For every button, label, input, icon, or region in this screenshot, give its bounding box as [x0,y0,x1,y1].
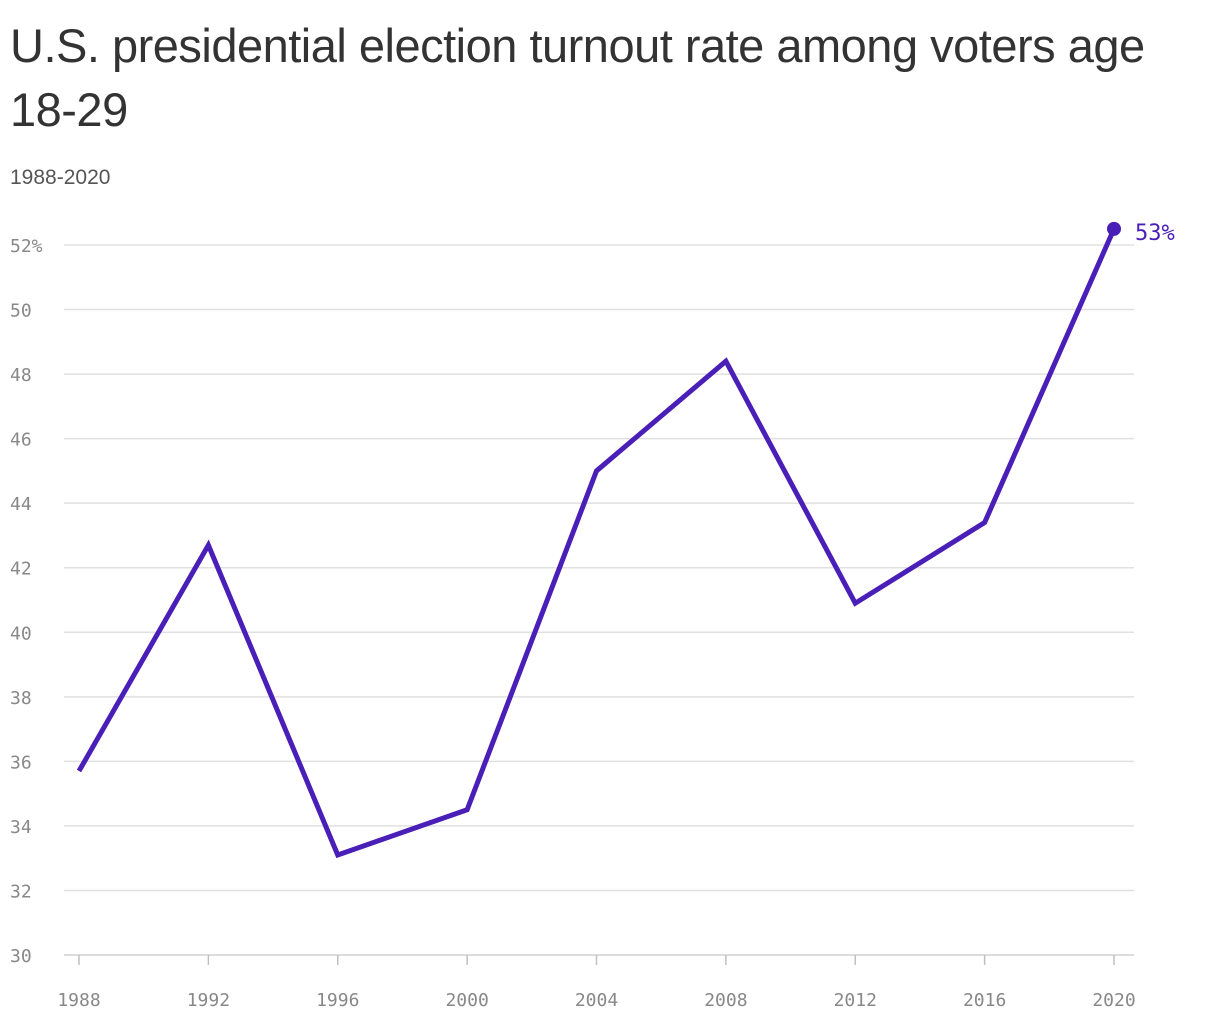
chart-subtitle: 1988-2020 [10,166,111,189]
x-tick-label: 2020 [1092,990,1135,1011]
end-point-marker [1107,221,1121,236]
y-axis: 30 32 34 36 38 40 42 44 46 48 50 52% [10,236,43,967]
y-tick-label: 48 [10,365,32,386]
x-tick-label: 2008 [704,990,747,1011]
grid-layer [64,244,1134,956]
series-layer: 53% [76,221,1175,859]
y-tick-label: 52% [10,236,43,257]
y-tick-label: 30 [10,946,32,967]
y-tick-label: 32 [10,881,32,902]
y-tick-label: 44 [10,494,32,515]
y-tick-label: 50 [10,301,32,322]
end-value-label: 53% [1135,221,1175,246]
y-tick-label: 46 [10,430,32,451]
y-tick-label: 38 [10,688,32,709]
x-tick-label: 2012 [834,990,877,1011]
x-tick-label: 2016 [963,990,1006,1011]
x-axis: 1988 1992 1996 2000 2004 2008 2012 2016 2020 [57,955,1136,1011]
x-tick-label: 1996 [316,990,359,1011]
x-tick-label: 2004 [575,990,618,1011]
y-tick-label: 34 [10,817,32,838]
series-line [76,227,1117,859]
x-tick-label: 1988 [57,990,100,1011]
y-tick-label: 40 [10,623,32,644]
y-tick-label: 36 [10,752,32,773]
chart-title: U.S. presidential election turnout rate … [10,19,1145,136]
y-tick-label: 42 [10,559,32,580]
x-tick-label: 1992 [187,990,230,1011]
x-tick-label: 2000 [445,990,488,1011]
